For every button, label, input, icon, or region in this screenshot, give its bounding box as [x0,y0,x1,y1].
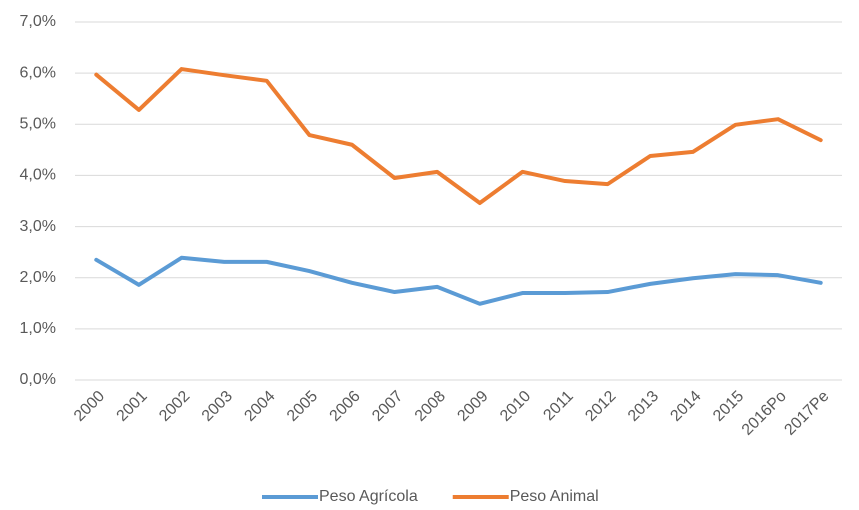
x-tick-label: 2015 [710,388,747,425]
y-tick-label: 5,0% [20,116,56,133]
y-tick-label: 1,0% [20,320,56,337]
y-tick-label: 7,0% [20,13,56,30]
x-tick-label: 2009 [454,388,491,425]
x-tick-label: 2000 [71,388,108,425]
x-tick-label: 2001 [114,388,151,425]
x-tick-label: 2012 [582,388,619,425]
x-tick-label: 2014 [667,388,704,425]
x-tick-label: 2008 [412,388,449,425]
x-tick-label: 2002 [156,388,193,425]
y-tick-label: 4,0% [20,167,56,184]
y-tick-label: 2,0% [20,269,56,286]
y-tick-label: 3,0% [20,218,56,235]
x-tick-label: 2003 [199,388,236,425]
x-tick-label: 2017Pe [781,388,832,439]
x-tick-label: 2006 [327,388,364,425]
legend-label: Peso Agrícola [319,488,418,505]
y-tick-label: 6,0% [20,64,56,81]
x-tick-label: 2016Po [739,388,790,439]
x-tick-label: 2005 [284,388,321,425]
legend-label: Peso Animal [510,488,599,505]
x-tick-label: 2007 [369,388,406,425]
line-series [94,67,823,206]
x-tick-label: 2010 [497,388,534,425]
line-series [94,255,823,306]
x-tick-label: 2013 [625,388,662,425]
x-tick-label: 2004 [241,388,278,425]
y-tick-label: 0,0% [20,371,56,388]
x-tick-label: 2011 [540,388,576,424]
